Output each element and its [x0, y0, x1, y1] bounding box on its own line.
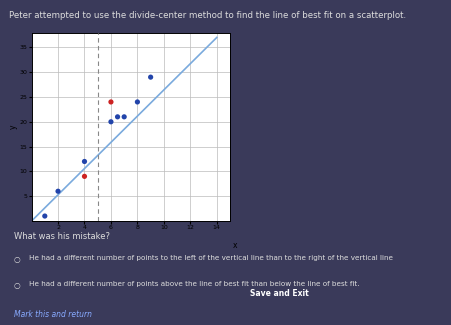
Text: ○: ○	[14, 255, 20, 264]
Point	[107, 119, 115, 124]
Text: Mark this and return: Mark this and return	[14, 310, 92, 319]
Point	[107, 99, 115, 105]
Point	[114, 114, 121, 119]
Text: ○: ○	[14, 281, 20, 290]
Point	[134, 99, 141, 105]
Point	[147, 74, 154, 80]
Y-axis label: y: y	[9, 124, 18, 129]
Point	[41, 214, 48, 219]
Text: He had a different number of points above the line of best fit than below the li: He had a different number of points abov…	[29, 281, 360, 287]
Text: He had a different number of points to the left of the vertical line than to the: He had a different number of points to t…	[29, 255, 393, 261]
Text: x: x	[233, 241, 237, 250]
Point	[120, 114, 128, 119]
Text: What was his mistake?: What was his mistake?	[14, 232, 110, 241]
Point	[81, 174, 88, 179]
Point	[81, 159, 88, 164]
Text: Save and Exit: Save and Exit	[250, 289, 309, 298]
Text: Peter attempted to use the divide-center method to find the line of best fit on : Peter attempted to use the divide-center…	[9, 11, 406, 20]
Point	[55, 188, 62, 194]
